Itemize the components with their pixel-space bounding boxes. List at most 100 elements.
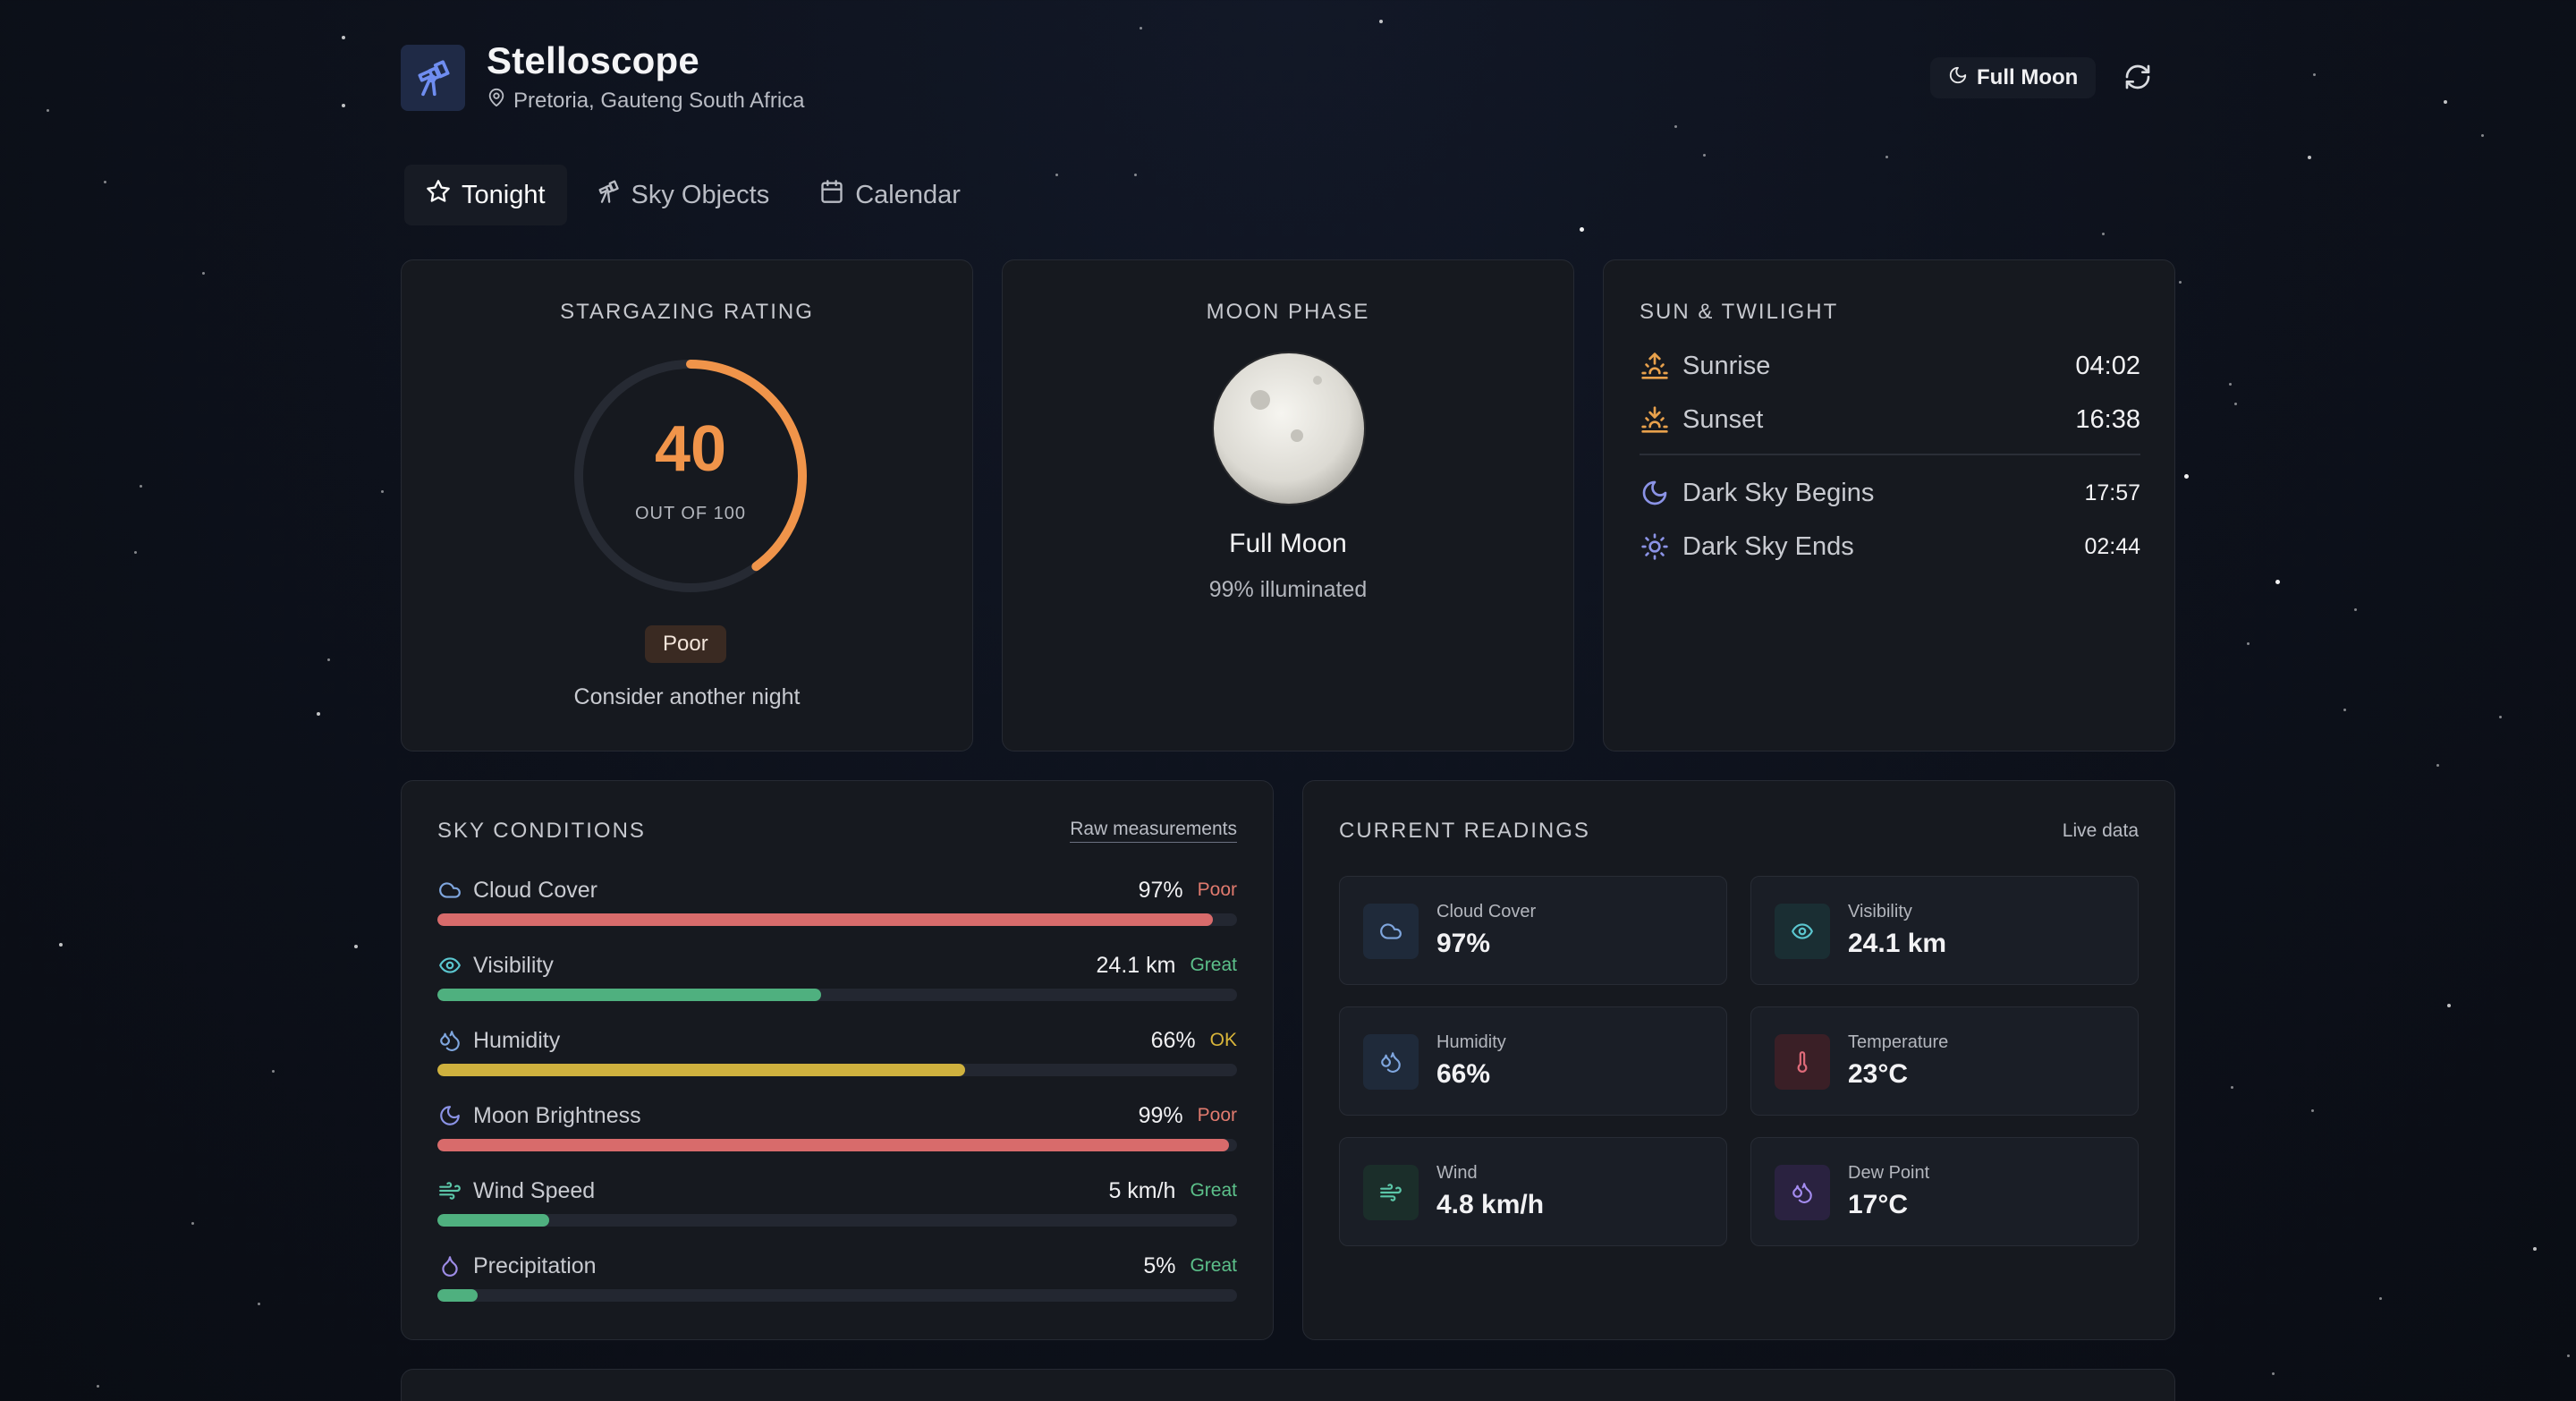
condition-name: Moon Brightness	[473, 1102, 641, 1128]
eye-icon	[1775, 904, 1830, 959]
sunset-icon	[1640, 404, 1670, 435]
live-data-badge: Live data	[2062, 820, 2139, 841]
condition-bar-fill	[437, 1289, 478, 1302]
droplet-icon	[437, 1253, 462, 1278]
reading-tile: Wind 4.8 km/h	[1339, 1137, 1727, 1246]
star-dot	[2308, 156, 2311, 159]
condition-bar-fill	[437, 913, 1214, 926]
moon-illumination: 99% illuminated	[1208, 577, 1368, 602]
condition-row: Wind Speed 5 km/h Great	[437, 1175, 1237, 1237]
next-section-card	[401, 1369, 2175, 1401]
tab-label: Tonight	[462, 180, 546, 209]
condition-name: Wind Speed	[473, 1177, 596, 1203]
star-dot	[2379, 1297, 2382, 1300]
star-dot	[97, 1385, 99, 1388]
condition-value: 5 km/h	[1108, 1177, 1176, 1203]
reading-label: Temperature	[1848, 1032, 1949, 1052]
star-dot	[1580, 227, 1584, 232]
condition-value: 99%	[1138, 1102, 1183, 1128]
star-dot	[354, 945, 358, 948]
rating-badge: Poor	[645, 625, 726, 663]
sun-row-label: Sunrise	[1682, 351, 1771, 380]
refresh-icon	[2123, 63, 2152, 96]
star-dot	[2275, 580, 2280, 584]
condition-value: 97%	[1138, 877, 1183, 903]
condition-value: 66%	[1150, 1027, 1196, 1053]
reading-tile: Humidity 66%	[1339, 1006, 1727, 1116]
sun-row-label: Sunset	[1682, 404, 1764, 434]
droplets-icon	[1363, 1034, 1419, 1090]
star-dot	[2311, 1109, 2314, 1112]
map-pin-icon	[487, 88, 506, 114]
eye-icon	[437, 953, 462, 978]
tab-sky-objects[interactable]: Sky Objects	[574, 165, 792, 225]
reading-value: 97%	[1436, 929, 1491, 958]
star-dot	[327, 658, 330, 661]
wind-icon	[437, 1178, 462, 1203]
star-dot	[2229, 383, 2232, 386]
star-dot	[1379, 20, 1383, 23]
condition-name: Humidity	[473, 1027, 561, 1053]
sun-row-label: Dark Sky Begins	[1682, 478, 1875, 507]
tab-calendar[interactable]: Calendar	[798, 165, 982, 225]
star-dot	[272, 1070, 275, 1073]
tab-tonight[interactable]: Tonight	[404, 165, 567, 225]
condition-bar	[437, 1064, 1237, 1076]
star-dot	[202, 272, 205, 275]
sunrise-icon	[1640, 351, 1670, 381]
condition-rating: Great	[1190, 1255, 1237, 1276]
star-dot	[2533, 1247, 2537, 1251]
moon-phase-card: Moon Phase Full Moon 99% illuminated	[1002, 259, 1574, 751]
cloud-icon	[437, 878, 462, 903]
current-readings-card: Current Readings Live data Cloud Cover 9…	[1302, 780, 2175, 1340]
rating-gauge-arc	[574, 360, 807, 592]
moon-icon	[1640, 478, 1670, 508]
reading-value: 17°C	[1848, 1190, 1909, 1219]
star-dot	[342, 36, 345, 39]
star-dot	[2444, 100, 2447, 104]
droplets-icon	[437, 1028, 462, 1053]
reading-label: Dew Point	[1848, 1163, 1930, 1183]
condition-row: Humidity 66% OK	[437, 1024, 1237, 1087]
star-dot	[2231, 1086, 2233, 1089]
star-dot	[2481, 134, 2484, 137]
tab-bar: Tonight Sky Objects Calendar	[404, 165, 982, 225]
dark-sky-ends-row: Dark Sky Ends 02:44	[1640, 529, 2140, 565]
star-dot	[104, 181, 106, 183]
dark-sky-begins-row: Dark Sky Begins 17:57	[1640, 475, 2140, 511]
reading-tile: Dew Point 17°C	[1750, 1137, 2139, 1246]
condition-row: Moon Brightness 99% Poor	[437, 1100, 1237, 1162]
star-dot	[2354, 608, 2357, 611]
star-dot	[47, 109, 49, 112]
tab-label: Sky Objects	[631, 180, 770, 209]
moon-phase-pill[interactable]: Full Moon	[1930, 57, 2097, 98]
raw-measurements-link[interactable]: Raw measurements	[1070, 819, 1237, 843]
location-text: Pretoria, Gauteng South Africa	[513, 88, 805, 113]
sun-icon	[1640, 531, 1670, 562]
reading-value: 24.1 km	[1848, 929, 1947, 958]
condition-value: 24.1 km	[1096, 952, 1176, 978]
calendar-icon	[819, 179, 844, 211]
refresh-button[interactable]	[2118, 59, 2157, 98]
reading-value: 66%	[1436, 1059, 1491, 1089]
reading-label: Wind	[1436, 1163, 1478, 1183]
star-dot	[2499, 716, 2502, 718]
reading-label: Cloud Cover	[1436, 902, 1537, 921]
star-dot	[2272, 1372, 2275, 1375]
sun-row-value: 04:02	[2075, 351, 2140, 380]
star-dot	[59, 943, 63, 947]
sun-row-value: 16:38	[2075, 404, 2140, 434]
star-dot	[2567, 1354, 2570, 1357]
condition-rating: OK	[1209, 1030, 1237, 1050]
rating-value: 40	[654, 413, 727, 485]
sunset-row: Sunset 16:38	[1640, 402, 2140, 437]
condition-value: 5%	[1143, 1252, 1176, 1278]
condition-name: Cloud Cover	[473, 877, 597, 903]
telescope-icon	[401, 45, 465, 111]
star-dot	[1703, 154, 1706, 157]
rating-note: Consider another night	[573, 684, 801, 709]
star-dot	[2179, 281, 2182, 284]
condition-bar	[437, 1139, 1237, 1151]
card-title: Stargazing Rating	[560, 300, 814, 324]
full-moon-icon	[1212, 352, 1366, 505]
